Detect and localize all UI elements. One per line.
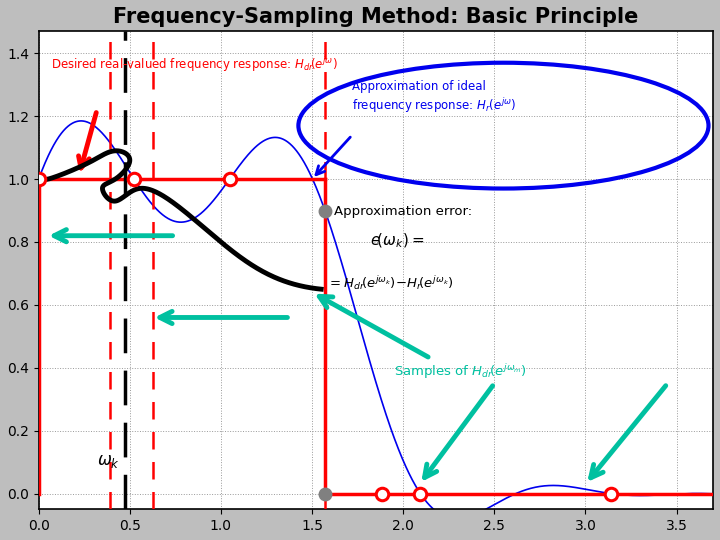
Text: $= H_{dr}\!\left(e^{j\omega_k}\right)\!-\!H_r\!\left(e^{j\omega_k}\right)$: $= H_{dr}\!\left(e^{j\omega_k}\right)\!-… [327, 274, 453, 292]
Text: Samples of $H_{dr}\!\left(e^{j\omega_m}\right)$: Samples of $H_{dr}\!\left(e^{j\omega_m}\… [394, 362, 527, 381]
Text: $e\!\left(\omega_k\right) =$: $e\!\left(\omega_k\right) =$ [370, 232, 425, 250]
Text: $\omega_k$: $\omega_k$ [97, 453, 120, 470]
Text: Approximation error:: Approximation error: [334, 205, 472, 218]
Title: Frequency-Sampling Method: Basic Principle: Frequency-Sampling Method: Basic Princip… [113, 7, 639, 27]
Text: Approximation of ideal
frequency response: $H_r\left(e^{j\omega}\right)$: Approximation of ideal frequency respons… [352, 80, 516, 115]
Text: Desired real-valued frequency response: $H_{dr}\!\left(e^{j\omega}\right)$: Desired real-valued frequency response: … [51, 55, 338, 74]
